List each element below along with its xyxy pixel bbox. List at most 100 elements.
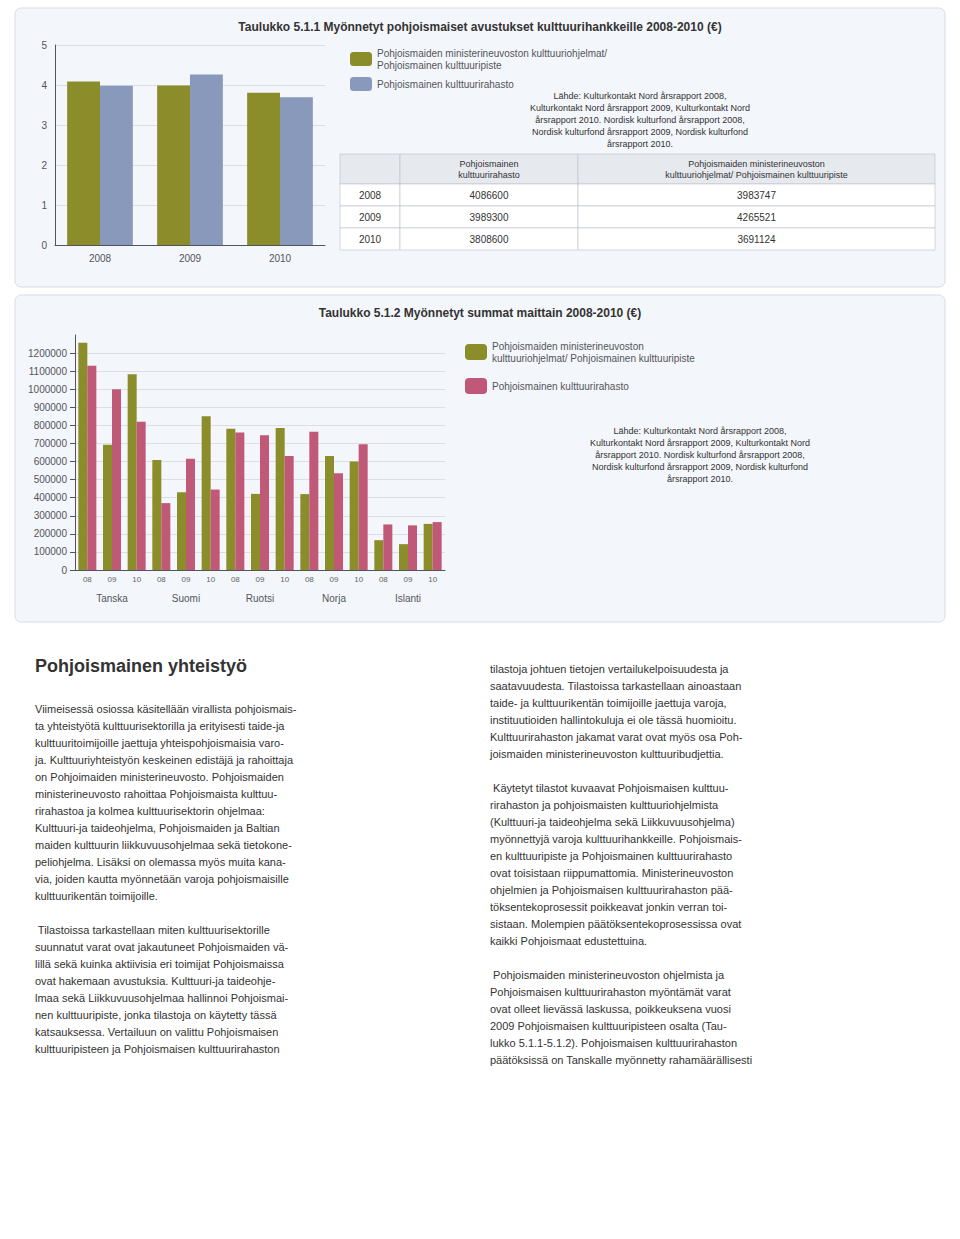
svg-text:kulttuuriohjelmat/ Pohjoismain: kulttuuriohjelmat/ Pohjoismainen kulttuu… bbox=[665, 170, 848, 180]
svg-text:100000: 100000 bbox=[34, 546, 68, 557]
svg-text:2009 Pohjoismaisen kulttuuripi: 2009 Pohjoismaisen kulttuuripisteen osal… bbox=[490, 1020, 727, 1032]
svg-text:Viimeisessä osiossa käsitellää: Viimeisessä osiossa käsitellään virallis… bbox=[35, 703, 297, 715]
svg-text:0: 0 bbox=[41, 240, 47, 251]
svg-text:08: 08 bbox=[305, 575, 314, 584]
svg-text:08: 08 bbox=[83, 575, 92, 584]
svg-text:lmaa sekä Liikkuvuusohjelmaa h: lmaa sekä Liikkuvuusohjelmaa hallinnoi P… bbox=[35, 992, 288, 1004]
svg-text:Tilastoissa tarkastellaan mite: Tilastoissa tarkastellaan miten kulttuur… bbox=[35, 924, 270, 936]
svg-text:200000: 200000 bbox=[34, 528, 68, 539]
svg-text:Pohjoismaiden ministerineuvost: Pohjoismaiden ministerineuvoston bbox=[688, 159, 825, 169]
svg-text:4265521: 4265521 bbox=[737, 212, 776, 223]
svg-text:årsrapport 2010.: årsrapport 2010. bbox=[667, 474, 733, 484]
svg-text:08: 08 bbox=[157, 575, 166, 584]
svg-text:08: 08 bbox=[379, 575, 388, 584]
svg-text:via, joiden kautta myönnetään: via, joiden kautta myönnetään varoja poh… bbox=[35, 873, 289, 885]
svg-text:ministerineuvosto rahoittaa Po: ministerineuvosto rahoittaa Pohjoismaist… bbox=[35, 788, 277, 800]
svg-text:rirahastoa ja kolmea kulttuuri: rirahastoa ja kolmea kulttuurisektorin o… bbox=[35, 805, 265, 817]
svg-text:sistaan. Molempien päätöksente: sistaan. Molempien päätöksentekoprosessi… bbox=[490, 918, 741, 930]
svg-text:3: 3 bbox=[41, 120, 47, 131]
svg-text:800000: 800000 bbox=[34, 420, 68, 431]
svg-text:Nordisk kulturfond årsrapport: Nordisk kulturfond årsrapport 2009, Nord… bbox=[592, 462, 808, 472]
svg-text:1100000: 1100000 bbox=[29, 366, 68, 377]
svg-text:3691124: 3691124 bbox=[737, 234, 776, 245]
svg-text:kulttuuripisteen ja Pohjoismai: kulttuuripisteen ja Pohjoismaisen kulttu… bbox=[35, 1043, 280, 1055]
svg-text:2010: 2010 bbox=[269, 253, 292, 264]
svg-text:400000: 400000 bbox=[34, 492, 68, 503]
svg-text:Suomi: Suomi bbox=[172, 593, 200, 604]
svg-text:10: 10 bbox=[132, 575, 141, 584]
svg-text:600000: 600000 bbox=[34, 456, 68, 467]
svg-text:Pohjoismainen kulttuurirahasto: Pohjoismainen kulttuurirahasto bbox=[377, 79, 514, 90]
svg-text:Kulturkontakt Nord årsrapport: Kulturkontakt Nord årsrapport 2009, Kult… bbox=[590, 438, 810, 448]
svg-text:kulttuurirahasto: kulttuurirahasto bbox=[458, 170, 520, 180]
svg-text:Käytetyt tilastot kuvaavat Poh: Käytetyt tilastot kuvaavat Pohjoismaisen… bbox=[490, 782, 729, 794]
svg-text:päätöksissä on Tanskalle myönn: päätöksissä on Tanskalle myönnetty raham… bbox=[490, 1054, 752, 1066]
svg-text:peliohjelma. Lisäksi on olemas: peliohjelma. Lisäksi on olemassa myös mu… bbox=[35, 856, 286, 868]
svg-text:2008: 2008 bbox=[89, 253, 112, 264]
svg-text:årsrapport 2010.: årsrapport 2010. bbox=[607, 139, 673, 149]
svg-text:Islanti: Islanti bbox=[395, 593, 421, 604]
svg-text:katsauksessa. Vertailuun on va: katsauksessa. Vertailuun on valittu Pohj… bbox=[35, 1026, 278, 1038]
svg-text:2008: 2008 bbox=[359, 190, 382, 201]
svg-text:3808600: 3808600 bbox=[470, 234, 509, 245]
svg-text:Pohjoismainen: Pohjoismainen bbox=[459, 159, 518, 169]
svg-text:10: 10 bbox=[280, 575, 289, 584]
svg-text:1200000: 1200000 bbox=[28, 348, 67, 359]
svg-text:500000: 500000 bbox=[34, 474, 68, 485]
svg-text:300000: 300000 bbox=[34, 510, 68, 521]
svg-text:0: 0 bbox=[61, 565, 67, 576]
svg-text:suunnatut varat ovat jakautune: suunnatut varat ovat jakautuneet Pohjois… bbox=[35, 941, 288, 953]
svg-text:kulttuuriohjelmat/ Pohjoismain: kulttuuriohjelmat/ Pohjoismainen kulttuu… bbox=[492, 353, 695, 364]
svg-text:lukko 5.1.1-5.1.2). Pohjoismai: lukko 5.1.1-5.1.2). Pohjoismaisen kulttu… bbox=[490, 1037, 737, 1049]
svg-text:Pohjoismainen kulttuuripiste: Pohjoismainen kulttuuripiste bbox=[377, 60, 502, 71]
svg-text:5: 5 bbox=[41, 40, 47, 51]
svg-text:09: 09 bbox=[108, 575, 117, 584]
svg-text:nen kulttuuripiste, jonka tila: nen kulttuuripiste, jonka tilastoja on k… bbox=[35, 1009, 277, 1021]
svg-text:kaikki Pohjoismaat edustettuin: kaikki Pohjoismaat edustettuina. bbox=[490, 935, 647, 947]
svg-text:3989300: 3989300 bbox=[470, 212, 509, 223]
svg-text:maiden kulttuurin liikkuvuusoh: maiden kulttuurin liikkuvuusohjelmaa sek… bbox=[35, 839, 292, 851]
svg-text:Lähde: Kulturkontakt Nord årsr: Lähde: Kulturkontakt Nord årsrapport 200… bbox=[613, 426, 786, 436]
svg-text:tilastoja johtuen tietojen ver: tilastoja johtuen tietojen vertailukelpo… bbox=[490, 663, 729, 675]
svg-text:09: 09 bbox=[330, 575, 339, 584]
svg-text:Nordisk kulturfond årsrapport: Nordisk kulturfond årsrapport 2009, Nord… bbox=[532, 127, 748, 137]
svg-text:kulttuurikentän toimijoille.: kulttuurikentän toimijoille. bbox=[35, 890, 158, 902]
svg-text:09: 09 bbox=[404, 575, 413, 584]
svg-text:Pohjoismaiden ministerineuvost: Pohjoismaiden ministerineuvoston kulttuu… bbox=[377, 48, 607, 59]
svg-text:900000: 900000 bbox=[34, 402, 68, 413]
svg-text:Pohjoismaiden ministerineuvost: Pohjoismaiden ministerineuvoston bbox=[492, 341, 644, 352]
svg-text:08: 08 bbox=[231, 575, 240, 584]
svg-text:ovat toisistaan riippumattomia: ovat toisistaan riippumattomia. Minister… bbox=[490, 867, 733, 879]
svg-text:myönnettyjä varoja kulttuuriha: myönnettyjä varoja kulttuurihankkeille. … bbox=[490, 833, 742, 845]
svg-text:Kulturkontakt Nord årsrapport: Kulturkontakt Nord årsrapport 2009, Kult… bbox=[530, 103, 750, 113]
svg-text:Kulttuuri-ja taideohjelma, Poh: Kulttuuri-ja taideohjelma, Pohjoismaiden… bbox=[35, 822, 280, 834]
svg-text:lillä sekä kuinka aktiivisia e: lillä sekä kuinka aktiivisia eri toimija… bbox=[35, 958, 285, 970]
svg-text:ohjelmien ja Pohjoismaisen kul: ohjelmien ja Pohjoismaisen kulttuuriraha… bbox=[490, 884, 733, 896]
svg-text:4086600: 4086600 bbox=[470, 190, 509, 201]
svg-text:Tanska: Tanska bbox=[96, 593, 128, 604]
svg-text:en kulttuuripiste ja Pohjoisma: en kulttuuripiste ja Pohjoismainen kultt… bbox=[490, 850, 732, 862]
svg-text:10: 10 bbox=[354, 575, 363, 584]
svg-text:Lähde: Kulturkontakt Nord årsr: Lähde: Kulturkontakt Nord årsrapport 200… bbox=[553, 91, 726, 101]
svg-text:taide- ja kulttuurikentän toim: taide- ja kulttuurikentän toimijoille ja… bbox=[490, 697, 727, 709]
svg-text:ta yhteistyötä kulttuurisektor: ta yhteistyötä kulttuurisektorilla ja er… bbox=[35, 720, 285, 732]
svg-text:Pohjoismainen kulttuurirahasto: Pohjoismainen kulttuurirahasto bbox=[492, 381, 629, 392]
svg-text:kulttuuritoimijoille jaettuja: kulttuuritoimijoille jaettuja yhteispohj… bbox=[35, 737, 284, 749]
svg-text:Kulttuurirahaston jakamat vara: Kulttuurirahaston jakamat varat ovat myö… bbox=[490, 731, 743, 743]
svg-text:on Pohjoimaiden ministerineuvo: on Pohjoimaiden ministerineuvosto. Pohjo… bbox=[35, 771, 284, 783]
svg-text:årsrapport 2010. Nordisk kultu: årsrapport 2010. Nordisk kulturfond årsr… bbox=[535, 115, 745, 125]
svg-text:joismaiden ministerineuvoston: joismaiden ministerineuvoston kulttuurib… bbox=[489, 748, 724, 760]
svg-text:ovat hakemaan avustuksia. Kult: ovat hakemaan avustuksia. Kulttuuri-ja t… bbox=[35, 975, 276, 987]
svg-text:3983747: 3983747 bbox=[737, 190, 776, 201]
svg-text:instituutioiden hallintokuluja: instituutioiden hallintokuluja ei ole tä… bbox=[490, 714, 736, 726]
svg-text:ja. Kulttuuriyhteistyön keskei: ja. Kulttuuriyhteistyön keskeinen edistä… bbox=[34, 754, 294, 766]
svg-text:Norja: Norja bbox=[322, 593, 346, 604]
svg-text:09: 09 bbox=[256, 575, 265, 584]
svg-text:rirahaston ja pohjoismaisten k: rirahaston ja pohjoismaisten kulttuurioh… bbox=[490, 799, 719, 811]
svg-text:Pohjoismaisen kulttuurirahasto: Pohjoismaisen kulttuurirahaston myöntämä… bbox=[490, 986, 731, 998]
svg-text:årsrapport 2010. Nordisk kultu: årsrapport 2010. Nordisk kulturfond årsr… bbox=[595, 450, 805, 460]
svg-text:2010: 2010 bbox=[359, 234, 382, 245]
svg-text:Pohjoismaiden ministerineuvost: Pohjoismaiden ministerineuvoston ohjelmi… bbox=[490, 969, 725, 981]
svg-text:1000000: 1000000 bbox=[28, 384, 67, 395]
svg-text:Taulukko 5.1.1 Myönnetyt pohjo: Taulukko 5.1.1 Myönnetyt pohjoismaiset a… bbox=[238, 20, 721, 34]
